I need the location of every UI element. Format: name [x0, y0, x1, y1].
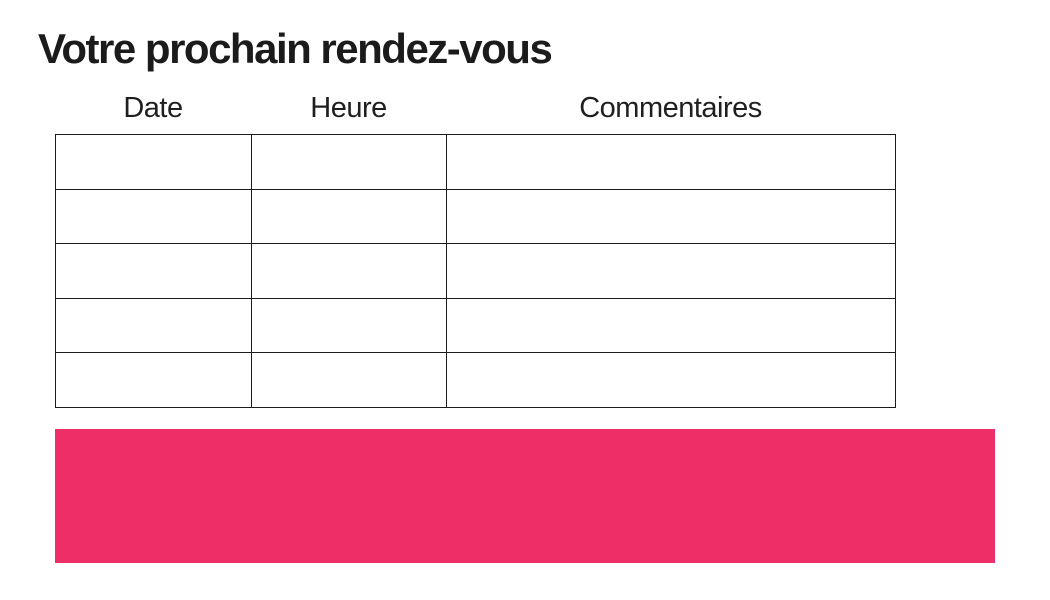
table-cell	[55, 352, 252, 408]
table-cell	[251, 243, 447, 299]
table-cell	[446, 188, 896, 245]
table-cell	[446, 352, 896, 408]
appointments-table	[55, 134, 896, 408]
table-cell	[55, 134, 252, 190]
table-cell	[251, 297, 447, 354]
page-title: Votre prochain rendez-vous	[38, 25, 553, 72]
table-row	[55, 297, 896, 354]
table-cell	[55, 297, 252, 354]
table-row	[55, 188, 896, 245]
table-cell	[446, 297, 896, 354]
appointments-table-body	[55, 134, 896, 408]
column-header-date: Date	[123, 92, 183, 124]
column-header-commentaires: Commentaires	[579, 92, 762, 124]
table-row	[55, 352, 896, 408]
table-cell	[55, 243, 252, 299]
table-cell	[55, 188, 252, 245]
highlight-banner	[55, 429, 995, 563]
table-row	[55, 134, 896, 190]
table-cell	[446, 134, 896, 190]
table-cell	[251, 188, 447, 245]
table-cell	[446, 243, 896, 299]
table-row	[55, 243, 896, 299]
table-cell	[251, 134, 447, 190]
column-header-heure: Heure	[310, 92, 387, 124]
table-cell	[251, 352, 447, 408]
table-column-headers: Date Heure Commentaires	[55, 92, 895, 124]
